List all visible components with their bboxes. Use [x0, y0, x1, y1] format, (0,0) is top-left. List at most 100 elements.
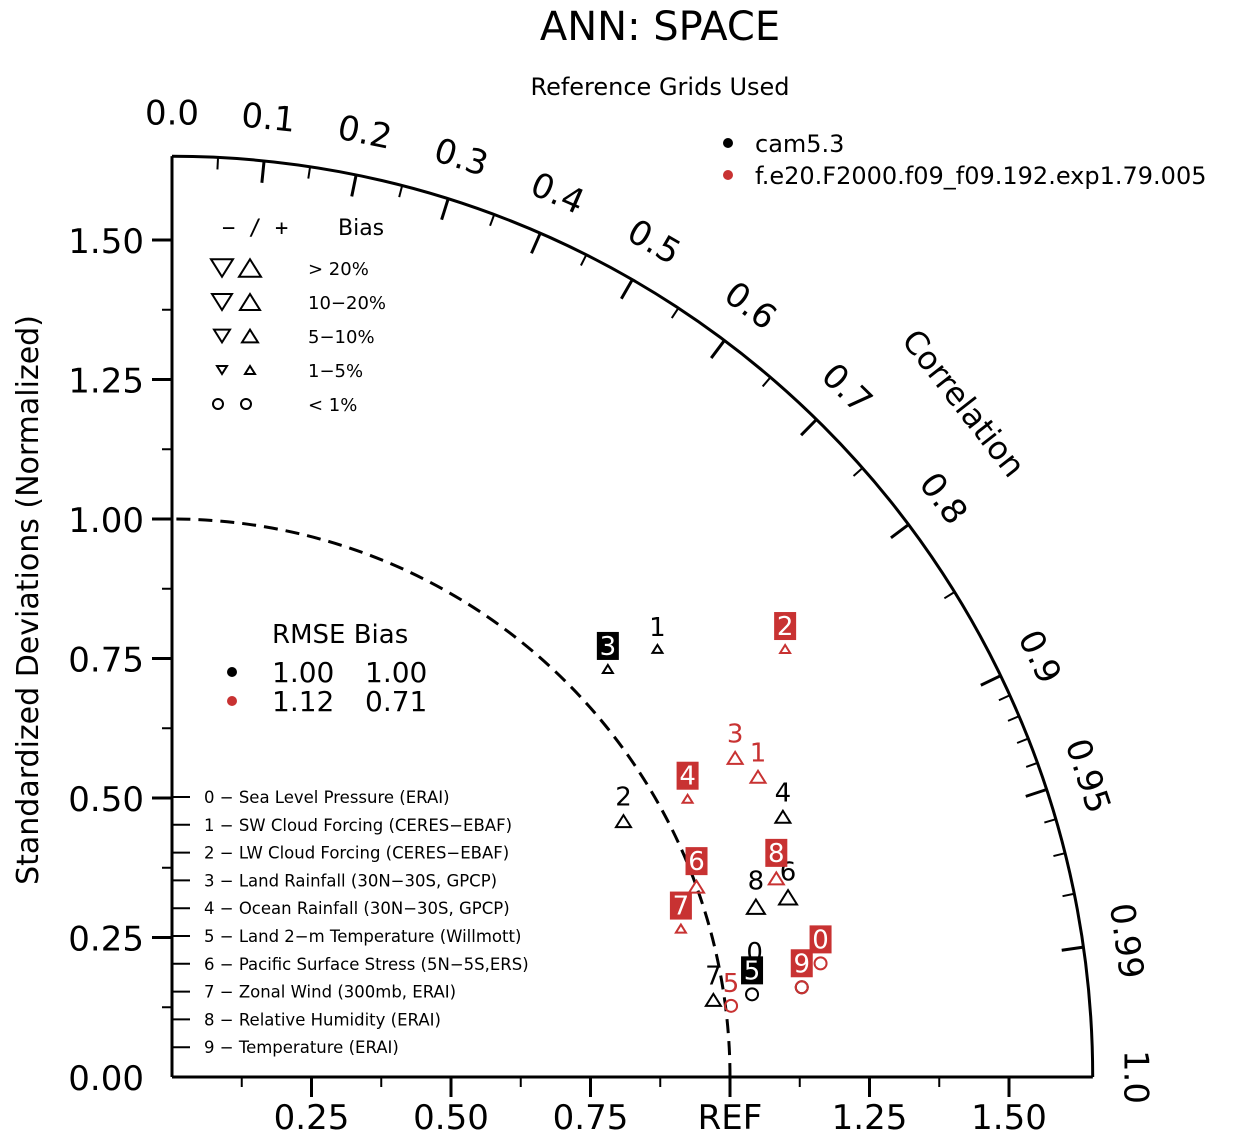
triangle-marker: [704, 991, 723, 1007]
triangle-marker: [778, 643, 792, 655]
triangle-marker: [687, 878, 706, 894]
triangle-marker: [725, 749, 745, 765]
data-point: 1: [649, 613, 666, 654]
bias-legend-row-label: < 1%: [308, 395, 357, 416]
y-tick-label: 1.25: [68, 362, 144, 402]
corr-tick-label: 0.7: [813, 356, 880, 422]
data-point: 7: [669, 891, 692, 934]
bias-legend-header-title: Bias: [338, 216, 384, 241]
point-label: 5: [744, 956, 761, 986]
y-tick-label: 0.75: [68, 641, 144, 681]
corr-tick: [710, 339, 726, 359]
x-tick-label: 0.25: [274, 1098, 350, 1135]
stats-legend-rmse: 1.12: [272, 685, 334, 718]
corr-minor-tick: [1007, 715, 1020, 722]
variable-legend-item: 7 − Zonal Wind (300mb, ERAI): [204, 983, 456, 1002]
corr-minor-tick: [852, 467, 864, 477]
data-point: 4: [773, 778, 793, 824]
triangle-marker: [767, 870, 786, 886]
x-tick-label: 1.50: [971, 1098, 1047, 1135]
up-triangle-icon: [243, 364, 257, 375]
series-legend-label: cam5.3: [755, 130, 844, 158]
variable-legend-item: 5 − Land 2−m Temperature (Willmott): [204, 927, 521, 946]
data-point: 7: [704, 961, 723, 1007]
triangle-marker: [680, 792, 695, 804]
point-label: 4: [775, 778, 792, 808]
variable-legend-item: 8 − Relative Humidity (ERAI): [204, 1010, 441, 1029]
point-label: 1: [649, 613, 666, 643]
corr-tick-label: 0.6: [717, 274, 784, 338]
series-legend: cam5.3 f.e20.F2000.f09_f09.192.exp1.79.00…: [723, 130, 1206, 190]
data-point: 2: [614, 783, 633, 829]
variable-legend: 0 − Sea Level Pressure (ERAI) 1 − SW Clou…: [172, 788, 529, 1057]
triangle-marker: [748, 768, 768, 784]
triangle-marker: [773, 808, 793, 824]
down-triangle-icon: [212, 328, 232, 345]
corr-minor-tick: [489, 214, 496, 227]
corr-tick-label: 0.9: [1010, 624, 1070, 690]
corr-tick: [980, 674, 1002, 687]
stats-legend-bias: 0.71: [365, 685, 427, 718]
point-label-box: [669, 891, 692, 920]
stats-legend-header: RMSE Bias: [272, 620, 408, 650]
corr-minor-tick: [216, 157, 220, 170]
corr-tick: [620, 278, 634, 300]
outer-arc: [171, 154, 1095, 1078]
data-point: 2: [774, 612, 797, 655]
point-label-box: [809, 925, 832, 954]
point-label-box: [741, 956, 764, 985]
triangle-marker: [614, 813, 633, 829]
point-label: 3: [727, 719, 744, 749]
point-label: 8: [768, 839, 785, 869]
triangle-marker: [601, 663, 615, 674]
down-triangle-icon: [209, 258, 235, 279]
reference-std-arc: [171, 517, 732, 1078]
corr-tick: [350, 174, 358, 197]
circle-marker: [794, 980, 809, 995]
corr-tick: [440, 198, 450, 221]
data-points: 01234567890123456789: [596, 612, 832, 1013]
corr-minor-tick: [1025, 761, 1038, 768]
corr-minor-tick: [1016, 737, 1029, 744]
data-point: 0: [809, 925, 832, 971]
corr-minor-tick: [307, 166, 312, 179]
data-point: 3: [596, 631, 619, 674]
corr-tick-label: 0.1: [239, 96, 297, 141]
variable-legend-item: 2 − LW Cloud Forcing (CERES−EBAF): [204, 844, 509, 863]
triangle-marker: [745, 897, 767, 915]
point-label: 3: [600, 632, 617, 662]
data-point: 5: [723, 969, 739, 1013]
bias-legend-row-label: 1−5%: [308, 361, 363, 382]
point-label: 7: [705, 961, 722, 991]
x-tick-label: 0.50: [413, 1098, 489, 1135]
corr-tick-label: 0.8: [911, 465, 975, 532]
variable-legend-item: 3 − Land Rainfall (30N−30S, GPCP): [204, 871, 497, 890]
series-legend-dot: [723, 170, 733, 180]
corr-tick-label: 0.3: [429, 130, 493, 184]
corr-tick: [260, 160, 266, 183]
x-tick-label: 0.75: [553, 1098, 629, 1135]
circle-marker: [745, 987, 760, 1002]
down-triangle-icon: [215, 365, 229, 376]
data-point: 1: [748, 738, 768, 784]
corr-minor-tick: [1053, 852, 1066, 858]
axes-group: 0.000.250.500.751.001.251.500.25 0.50 0.75…: [68, 93, 1155, 1135]
bias-legend-row-label: 10−20%: [308, 293, 386, 314]
corr-tick-label: 1.0: [1116, 1050, 1156, 1104]
data-point: 8: [745, 867, 767, 915]
circle-marker: [724, 998, 739, 1013]
point-label: 8: [748, 867, 765, 897]
triangle-marker: [777, 888, 799, 906]
corr-minor-tick: [1044, 818, 1057, 824]
data-point: 4: [676, 761, 699, 804]
y-tick-label: 1.00: [68, 501, 144, 541]
stats-legend-rmse: 1.00: [272, 656, 334, 689]
up-triangle-icon: [238, 292, 262, 311]
y-tick-label: 1.50: [68, 222, 144, 262]
point-label: 7: [673, 892, 690, 922]
corr-tick-label: 0.99: [1101, 901, 1151, 982]
point-label: 6: [688, 847, 705, 877]
corr-tick-label: 0.95: [1057, 734, 1119, 818]
